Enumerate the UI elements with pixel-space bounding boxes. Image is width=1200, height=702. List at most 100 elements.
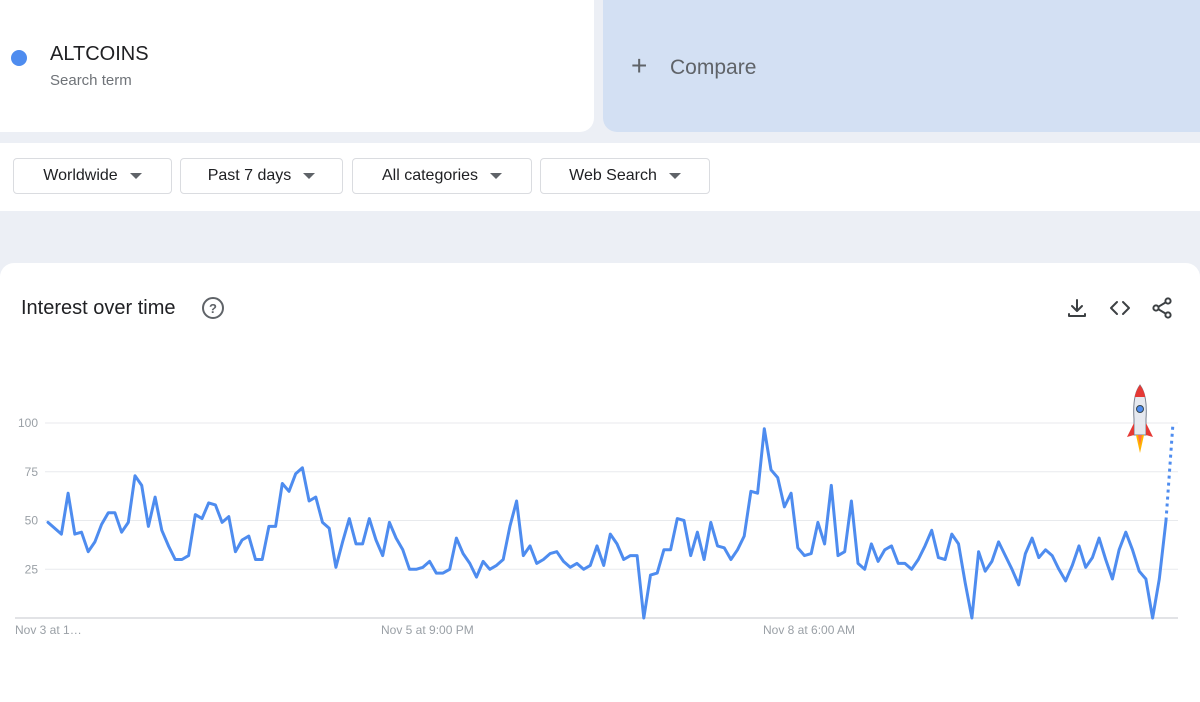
data-point <box>127 521 130 524</box>
data-point <box>930 529 933 532</box>
data-point <box>703 558 705 561</box>
data-point <box>1017 584 1020 586</box>
data-point <box>649 574 652 576</box>
data-point <box>897 562 900 565</box>
time-range-filter[interactable]: Past 7 days <box>180 158 343 194</box>
data-point <box>863 568 866 571</box>
interest-chart: 25 50 75 100 Nov 3 at 1… Nov 5 at 9:00 PM Nov … <box>15 384 1178 637</box>
download-icon[interactable] <box>1065 296 1089 320</box>
y-tick-label: 25 <box>25 562 39 576</box>
data-point <box>114 511 116 514</box>
data-point <box>509 525 511 528</box>
share-icon[interactable] <box>1150 296 1174 320</box>
data-point <box>770 469 772 471</box>
data-point <box>676 517 679 520</box>
data-point <box>803 554 806 557</box>
data-point <box>234 550 237 553</box>
category-filter-label: All categories <box>381 167 479 184</box>
data-point <box>1004 554 1007 557</box>
data-point <box>636 554 638 557</box>
data-point <box>669 548 672 551</box>
location-filter-label: Worldwide <box>43 167 118 184</box>
embed-icon[interactable] <box>1108 296 1132 320</box>
data-point <box>562 560 565 563</box>
data-point <box>395 537 397 539</box>
data-point <box>843 550 846 553</box>
data-point <box>643 617 645 619</box>
data-point <box>341 541 344 543</box>
data-point <box>381 554 384 557</box>
data-point <box>542 558 545 561</box>
data-point <box>971 617 973 619</box>
data-point <box>1111 578 1114 580</box>
interest-over-time-card: Interest over time ? 25 50 75 100 Nov 3 at 1… <box>0 263 1200 702</box>
data-point <box>730 558 732 561</box>
data-point <box>850 500 853 502</box>
x-tick-label: Nov 8 at 6:00 AM <box>763 623 855 637</box>
data-point <box>950 533 953 535</box>
search-type-filter[interactable]: Web Search <box>540 158 710 194</box>
data-point <box>830 484 833 487</box>
data-point <box>589 564 592 567</box>
data-point <box>1024 552 1027 555</box>
data-point <box>87 550 89 553</box>
data-point <box>448 568 451 571</box>
data-point <box>663 548 665 551</box>
data-point <box>1091 556 1094 559</box>
data-point <box>455 537 458 539</box>
data-point <box>140 484 143 487</box>
data-point <box>120 531 123 533</box>
data-point <box>154 496 156 498</box>
data-point <box>254 558 257 561</box>
data-point <box>80 531 83 533</box>
data-point <box>716 545 719 547</box>
data-point <box>723 547 725 549</box>
caret-down-icon <box>490 173 503 179</box>
data-point <box>991 560 993 563</box>
data-point <box>375 539 377 541</box>
data-point <box>1078 545 1080 547</box>
data-point <box>288 490 290 493</box>
data-point <box>1165 519 1167 522</box>
search-term-name[interactable]: ALTCOINS <box>50 43 149 65</box>
y-tick-label: 75 <box>25 465 39 479</box>
compare-button[interactable]: + Compare <box>603 0 1200 132</box>
rocket-icon <box>1127 384 1153 453</box>
help-icon[interactable]: ? <box>202 297 224 319</box>
data-point <box>134 474 136 477</box>
data-point <box>321 521 324 524</box>
data-point <box>147 525 150 528</box>
caret-down-icon <box>129 173 142 179</box>
data-point <box>1125 531 1127 533</box>
data-point <box>1098 537 1100 539</box>
data-point <box>422 566 424 569</box>
data-point <box>94 541 96 543</box>
time-range-filter-label: Past 7 days <box>207 167 292 184</box>
data-point <box>1158 578 1161 580</box>
data-point <box>194 513 197 516</box>
filter-bar: Worldwide Past 7 days All categories Web… <box>0 143 1200 211</box>
y-tick-label: 100 <box>18 416 38 430</box>
data-point <box>709 521 712 524</box>
data-point <box>435 572 438 574</box>
data-point <box>73 533 76 535</box>
data-point <box>1138 570 1141 572</box>
data-point <box>248 535 250 537</box>
data-point <box>495 564 498 567</box>
y-tick-label: 50 <box>25 514 39 528</box>
data-point <box>837 554 839 557</box>
data-point <box>502 558 505 561</box>
data-point <box>314 496 317 498</box>
data-point <box>696 531 699 533</box>
category-filter[interactable]: All categories <box>352 158 532 194</box>
data-point <box>207 502 210 504</box>
data-point <box>884 548 886 551</box>
caret-down-icon <box>303 173 316 179</box>
data-point <box>187 554 190 557</box>
data-point <box>214 504 217 506</box>
data-point <box>1118 548 1120 551</box>
location-filter[interactable]: Worldwide <box>13 158 172 194</box>
data-point <box>67 492 69 494</box>
data-point <box>181 558 183 561</box>
data-point <box>535 562 538 565</box>
